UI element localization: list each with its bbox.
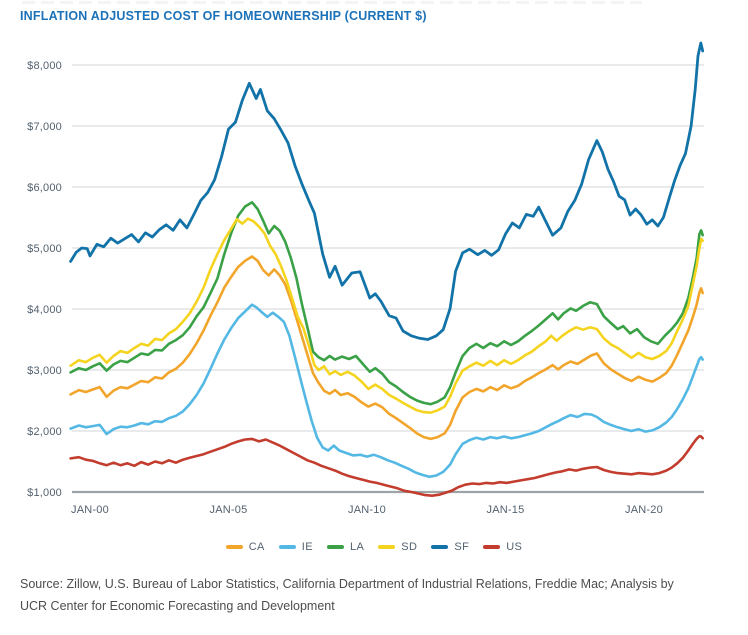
- legend-swatch-ie: [278, 545, 296, 549]
- y-tick-label: $8,000: [27, 60, 62, 72]
- series-line-us: [69, 434, 705, 498]
- legend-item-la: LA: [326, 541, 365, 553]
- y-tick-label: $2,000: [27, 426, 62, 438]
- legend-item-ie: IE: [278, 541, 313, 553]
- source-line-2: UCR Center for Economic Forecasting and …: [20, 599, 335, 613]
- cropped-text-artifact: [22, 1, 642, 4]
- series-line-la: [69, 201, 705, 406]
- y-tick-label: $4,000: [27, 304, 62, 316]
- y-tick-label: $6,000: [27, 182, 62, 194]
- chart-title: INFLATION ADJUSTED COST OF HOMEOWNERSHIP…: [20, 9, 427, 23]
- y-tick-label: $5,000: [27, 243, 62, 255]
- series-line-ca: [69, 255, 705, 441]
- source-note: Source: Zillow, U.S. Bureau of Labor Sta…: [20, 573, 740, 617]
- line-chart: $1,000 $2,000 $3,000 $4,000 $5,000 $6,000 $7,0…: [27, 41, 705, 516]
- x-axis-labels: JAN-00 JAN-05 JAN-10 JAN-15 JAN-20: [71, 504, 663, 516]
- legend-label-sf: SF: [454, 541, 470, 553]
- legend-swatch-sd: [378, 545, 396, 549]
- series-line-sd: [69, 217, 705, 415]
- x-tick-label: JAN-00: [71, 504, 109, 516]
- series-line-sf: [69, 41, 705, 341]
- x-tick-label: JAN-20: [625, 504, 663, 516]
- legend-item-sd: SD: [378, 541, 417, 553]
- chart-legend: CA IE LA SD SF US: [0, 539, 748, 555]
- y-tick-label: $3,000: [27, 365, 62, 377]
- x-tick-label: JAN-05: [210, 504, 248, 516]
- legend-swatch-us: [483, 545, 501, 549]
- series-lines: [69, 41, 705, 498]
- x-tick-label: JAN-10: [348, 504, 386, 516]
- legend-swatch-la: [326, 545, 344, 549]
- legend-label-us: US: [506, 541, 523, 553]
- legend-label-ie: IE: [301, 541, 313, 553]
- legend-swatch-ca: [225, 545, 243, 549]
- source-line-1: Source: Zillow, U.S. Bureau of Labor Sta…: [20, 577, 674, 591]
- legend-swatch-sf: [431, 545, 449, 549]
- x-tick-label: JAN-15: [487, 504, 525, 516]
- legend-item-sf: SF: [431, 541, 469, 553]
- legend-label-ca: CA: [248, 541, 265, 553]
- legend-item-ca: CA: [225, 541, 265, 553]
- legend-item-us: US: [483, 541, 522, 553]
- legend-label-la: LA: [349, 541, 365, 553]
- y-tick-label: $1,000: [27, 487, 62, 499]
- y-axis-labels: $1,000 $2,000 $3,000 $4,000 $5,000 $6,000 $7,0…: [27, 60, 62, 499]
- y-tick-label: $7,000: [27, 121, 62, 133]
- gridlines: [72, 64, 704, 494]
- series-line-ie: [69, 303, 705, 479]
- legend-label-sd: SD: [401, 541, 418, 553]
